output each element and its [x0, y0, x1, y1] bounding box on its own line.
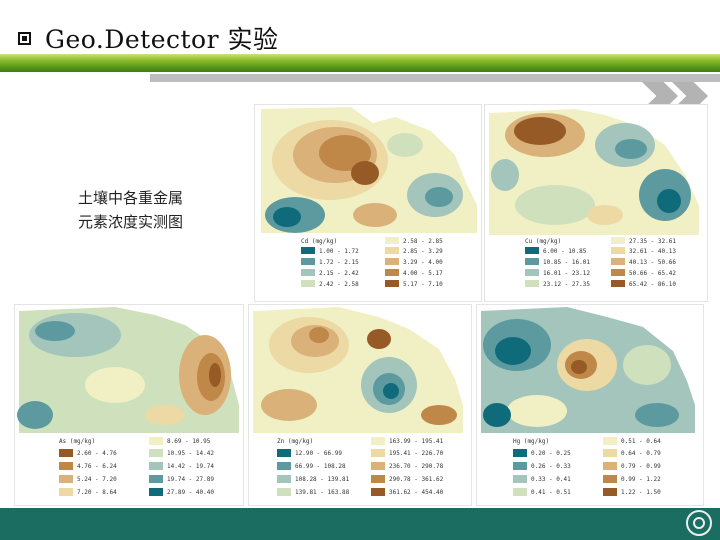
as-legend: As (mg/kg) 2.60 - 4.76 4.76 - 6.24 5.24 …: [59, 437, 214, 496]
zn-legend-title: Zn (mg/kg): [277, 438, 313, 445]
map-panel-hg: Hg (mg/kg) 0.20 - 0.25 0.26 - 0.33 0.33 …: [476, 304, 704, 506]
map-panel-cd: Cd (mg/kg) 1.00 - 1.72 1.72 - 2.15 2.15 …: [254, 104, 482, 302]
cd-class-9: 5.17 - 7.10: [403, 281, 443, 288]
cu-class-6: 32.61 - 40.13: [629, 248, 676, 255]
zn-class-4: 139.81 - 163.88: [295, 489, 350, 496]
hg-class-2: 0.26 - 0.33: [531, 463, 571, 470]
cd-class-1: 1.00 - 1.72: [319, 248, 359, 255]
cd-legend: Cd (mg/kg) 1.00 - 1.72 1.72 - 2.15 2.15 …: [301, 237, 443, 288]
as-class-3: 5.24 - 7.20: [77, 476, 117, 483]
slide-title: Geo.Detector 实验: [45, 25, 279, 54]
caption-line-2: 元素浓度实测图: [78, 213, 184, 231]
hg-map: Hg (mg/kg) 0.20 - 0.25 0.26 - 0.33 0.33 …: [481, 307, 695, 496]
hg-legend: Hg (mg/kg) 0.20 - 0.25 0.26 - 0.33 0.33 …: [513, 437, 661, 496]
hg-class-3: 0.33 - 0.41: [531, 476, 571, 483]
cd-class-5: 2.58 - 2.85: [403, 238, 443, 245]
cd-map: Cd (mg/kg) 1.00 - 1.72 1.72 - 2.15 2.15 …: [261, 107, 477, 288]
cu-class-4: 23.12 - 27.35: [543, 281, 590, 288]
hg-class-7: 0.79 - 0.99: [621, 463, 661, 470]
hg-class-8: 0.99 - 1.22: [621, 476, 661, 483]
map-panel-zn: Zn (mg/kg) 12.90 - 66.99 66.99 - 108.28 …: [248, 304, 472, 506]
footer-bar: [0, 508, 720, 540]
zn-map: Zn (mg/kg) 12.90 - 66.99 66.99 - 108.28 …: [253, 307, 463, 496]
hg-class-1: 0.20 - 0.25: [531, 450, 571, 457]
cd-class-7: 3.29 - 4.00: [403, 259, 443, 266]
zn-class-5: 163.99 - 195.41: [389, 438, 444, 445]
cu-class-2: 10.85 - 16.01: [543, 259, 590, 266]
cu-class-3: 16.01 - 23.12: [543, 270, 590, 277]
header-green-bar: [0, 54, 720, 72]
cu-class-1: 6.00 - 10.85: [543, 248, 587, 255]
zn-legend: Zn (mg/kg) 12.90 - 66.99 66.99 - 108.28 …: [277, 437, 444, 496]
as-class-1: 2.60 - 4.76: [77, 450, 117, 457]
as-class-9: 27.89 - 40.40: [167, 489, 214, 496]
map-panel-as: As (mg/kg) 2.60 - 4.76 4.76 - 6.24 5.24 …: [14, 304, 244, 506]
cu-class-7: 40.13 - 50.66: [629, 259, 676, 266]
zn-class-3: 108.28 - 139.81: [295, 476, 350, 483]
zn-class-6: 195.41 - 226.70: [389, 450, 444, 457]
hg-class-5: 0.51 - 0.64: [621, 438, 661, 445]
as-class-7: 14.42 - 19.74: [167, 463, 214, 470]
map-panel-cu: Cu (mg/kg) 6.00 - 10.85 10.85 - 16.01 16…: [484, 104, 708, 302]
as-map: As (mg/kg) 2.60 - 4.76 4.76 - 6.24 5.24 …: [17, 307, 239, 496]
hg-class-9: 1.22 - 1.50: [621, 489, 661, 496]
cd-class-6: 2.85 - 3.29: [403, 248, 443, 255]
cd-class-8: 4.00 - 5.17: [403, 270, 443, 277]
nav-circle-button[interactable]: [686, 510, 712, 536]
cu-legend: Cu (mg/kg) 6.00 - 10.85 10.85 - 16.01 16…: [525, 237, 676, 288]
as-class-8: 19.74 - 27.89: [167, 476, 214, 483]
zn-class-1: 12.90 - 66.99: [295, 450, 342, 457]
caption-line-1: 土壤中各重金属: [78, 189, 184, 207]
cu-class-9: 65.42 - 86.10: [629, 281, 676, 288]
as-class-2: 4.76 - 6.24: [77, 463, 117, 470]
cd-class-2: 1.72 - 2.15: [319, 259, 359, 266]
zn-class-9: 361.62 - 454.40: [389, 489, 444, 496]
hg-class-4: 0.41 - 0.51: [531, 489, 571, 496]
cd-legend-title: Cd (mg/kg): [301, 238, 337, 245]
as-class-5: 8.69 - 10.95: [167, 438, 211, 445]
hg-legend-title: Hg (mg/kg): [513, 438, 549, 445]
cu-class-8: 50.66 - 65.42: [629, 270, 676, 277]
zn-class-8: 290.78 - 361.62: [389, 476, 444, 483]
as-class-4: 7.20 - 8.64: [77, 489, 117, 496]
cd-class-4: 2.42 - 2.58: [319, 281, 359, 288]
cu-map: Cu (mg/kg) 6.00 - 10.85 10.85 - 16.01 16…: [489, 109, 699, 288]
cd-class-3: 2.15 - 2.42: [319, 270, 359, 277]
cu-class-5: 27.35 - 32.61: [629, 238, 676, 245]
header-grey-bar: [150, 74, 720, 82]
as-class-6: 10.95 - 14.42: [167, 450, 214, 457]
cu-legend-title: Cu (mg/kg): [525, 238, 561, 245]
zn-class-7: 236.70 - 290.78: [389, 463, 444, 470]
square-bullet-icon: [18, 31, 31, 45]
zn-class-2: 66.99 - 108.28: [295, 463, 346, 470]
hg-class-6: 0.64 - 0.79: [621, 450, 661, 457]
title-row: Geo.Detector 实验: [18, 20, 279, 56]
as-legend-title: As (mg/kg): [59, 438, 95, 445]
figure-caption: 土壤中各重金属 元素浓度实测图: [78, 186, 183, 234]
